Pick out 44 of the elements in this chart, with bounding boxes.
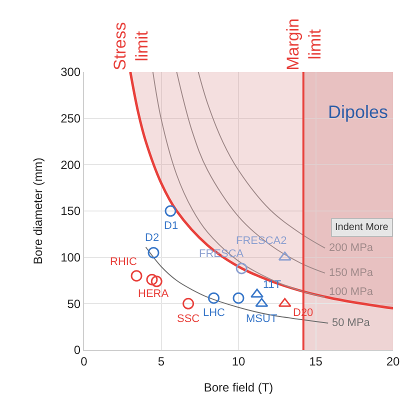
point	[278, 252, 292, 261]
annotation: LHC	[203, 307, 226, 319]
ref-line-label: Margin limit	[283, 18, 324, 70]
series-label: 50 MPa	[332, 317, 371, 329]
point	[182, 298, 194, 310]
annotation: SSC	[177, 313, 200, 325]
point	[148, 246, 160, 258]
point	[150, 276, 162, 288]
point	[146, 274, 158, 286]
y-axis-title: Bore diameter (mm)	[30, 158, 45, 264]
series-label: 100 MPa	[329, 286, 374, 298]
series-label: 200 MPa	[329, 242, 374, 254]
annotation: D2	[145, 232, 160, 244]
x-tick-label: 10	[232, 354, 246, 368]
annotation: MSUT	[246, 313, 278, 325]
point	[130, 270, 142, 282]
point	[236, 262, 248, 274]
annotation: Indent More	[335, 222, 389, 233]
text: Stress limit	[110, 22, 152, 70]
x-tick-label: 15	[309, 354, 323, 368]
y-tick-label: 200	[60, 158, 81, 172]
y-tick-label: 150	[60, 204, 81, 218]
annotation: RHIC	[110, 256, 137, 268]
point	[232, 292, 244, 304]
point	[255, 298, 268, 307]
annotation: Dipoles	[328, 102, 388, 122]
point	[250, 288, 264, 298]
point	[164, 205, 176, 217]
x-tick-label: 20	[386, 354, 400, 368]
y-tick-label: 300	[60, 65, 81, 80]
y-tick-label: 250	[60, 112, 81, 126]
y-tick-label: 100	[60, 250, 81, 265]
series-label: 150 MPa	[329, 267, 374, 279]
x-axis-title: Bore field (T)	[204, 380, 274, 394]
y-tick-label: 50	[67, 296, 81, 311]
point	[278, 298, 292, 307]
y-tick-label: 0	[74, 343, 81, 358]
annotation: HERA	[138, 288, 170, 300]
line-series	[176, 72, 326, 274]
line-series	[198, 72, 326, 249]
x-tick-label: 5	[158, 354, 165, 368]
annotation: 11T	[263, 279, 282, 291]
point	[208, 292, 220, 304]
annotation: D1	[164, 220, 178, 232]
